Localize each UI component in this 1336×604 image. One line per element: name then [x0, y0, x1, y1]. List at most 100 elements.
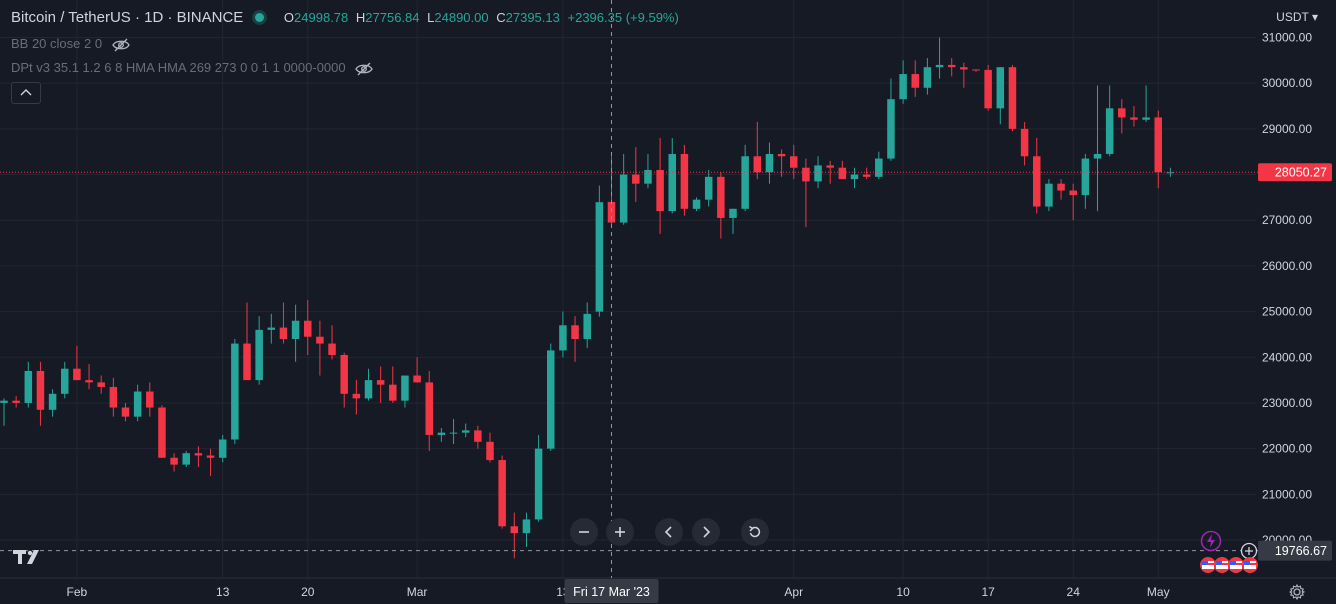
candle — [632, 147, 640, 202]
candle — [1020, 122, 1029, 166]
candle-body — [340, 354, 348, 394]
tradingview-logo-icon[interactable] — [13, 548, 45, 566]
candle — [413, 357, 421, 383]
time-tick-label: May — [1147, 585, 1170, 599]
candle-body — [255, 329, 263, 381]
candle — [36, 361, 45, 426]
candle-body — [24, 370, 33, 403]
candle — [206, 448, 215, 477]
candle — [522, 512, 531, 547]
candle-body — [704, 176, 713, 200]
last-price-tag — [1258, 163, 1332, 182]
symbol-legend: Bitcoin / TetherUS · 1D · BINANCE O24998… — [11, 9, 679, 26]
collapse-indicators-button[interactable] — [11, 82, 41, 104]
candle — [146, 382, 154, 417]
candle — [1081, 153, 1090, 209]
eye-off-icon[interactable] — [111, 38, 130, 52]
candle — [1057, 179, 1065, 200]
candle — [121, 402, 130, 422]
low-value: 24890.00 — [434, 10, 489, 25]
candle-body — [376, 380, 385, 385]
candle — [340, 352, 348, 408]
candle-body — [413, 375, 421, 383]
candle-body — [644, 169, 652, 184]
candle — [1033, 138, 1041, 214]
candle — [255, 316, 263, 385]
candle-body — [717, 176, 725, 218]
candle-body — [911, 74, 919, 88]
candle — [425, 370, 433, 451]
candle-body — [449, 432, 458, 434]
candle — [1105, 85, 1114, 157]
close-value: 27395.13 — [505, 10, 560, 25]
candle — [717, 172, 725, 239]
candle — [243, 302, 251, 381]
last-price-label: 28050.27 — [1275, 166, 1327, 180]
candle-body — [923, 67, 932, 88]
candle — [498, 455, 506, 529]
candle — [595, 185, 604, 317]
candle — [887, 78, 895, 161]
candle — [85, 364, 93, 390]
low-label: L — [427, 10, 435, 25]
zoom-out-icon — [579, 531, 589, 533]
zoom-in-button[interactable] — [606, 518, 634, 546]
candle-body — [231, 343, 239, 440]
ohlc-values: O24998.78 H27756.84 L24890.00 C27395.13 … — [280, 10, 679, 25]
price-tick-label: 31000.00 — [1262, 31, 1312, 45]
candle-body — [304, 320, 312, 337]
candle-body — [862, 174, 871, 177]
candle-body — [850, 174, 859, 180]
candle-body — [1154, 117, 1162, 173]
candle-body — [583, 313, 591, 339]
scroll-right-button[interactable] — [692, 518, 720, 546]
candle — [1142, 85, 1150, 123]
price-axis[interactable]: 20000.0021000.0022000.0023000.0024000.00… — [1258, 31, 1332, 561]
candle — [1093, 85, 1102, 212]
crosshair-date-tag — [564, 579, 659, 603]
scroll-left-button[interactable] — [655, 518, 683, 546]
candle — [109, 377, 118, 417]
zoom-in-icon — [615, 527, 625, 537]
candle — [352, 380, 361, 415]
candle — [935, 37, 944, 79]
candle — [850, 167, 859, 189]
candle-body — [85, 380, 93, 383]
settings-icon[interactable] — [1289, 584, 1305, 600]
candle-body — [656, 169, 664, 212]
zoom-out-button[interactable] — [570, 518, 598, 546]
candle — [61, 361, 69, 399]
candle-body — [1130, 117, 1138, 120]
price-tick-label: 30000.00 — [1262, 76, 1312, 90]
candle — [960, 62, 968, 88]
currency-selector[interactable]: USDT ▾ — [1276, 10, 1318, 24]
chevron-down-icon: ▾ — [1311, 10, 1318, 24]
indicator-dpt[interactable]: DPt v3 35.1 1.2 6 8 HMA HMA 269 273 0 0 … — [11, 60, 374, 76]
candle-body — [1045, 183, 1053, 207]
candle — [838, 160, 847, 180]
candle-body — [1057, 183, 1065, 191]
indicator-bb[interactable]: BB 20 close 2 0 — [11, 36, 130, 52]
reset-chart-button[interactable] — [741, 518, 769, 546]
symbol-title[interactable]: Bitcoin / TetherUS · 1D · BINANCE — [11, 9, 244, 26]
eye-off-icon[interactable] — [355, 62, 374, 76]
time-tick-label: 13 — [216, 585, 230, 599]
candle — [218, 434, 227, 463]
economic-events-flags-icon[interactable] — [1198, 555, 1262, 575]
candle-body — [765, 153, 774, 173]
candle-body — [0, 400, 8, 403]
candle-body — [486, 441, 494, 461]
candle — [170, 453, 178, 472]
candle — [24, 361, 33, 408]
candle — [680, 144, 689, 216]
candle — [875, 151, 883, 180]
candle-body — [389, 384, 397, 401]
candle-body — [61, 368, 69, 394]
candle-body — [1093, 153, 1102, 159]
price-tick-label: 29000.00 — [1262, 122, 1312, 136]
candle — [1118, 99, 1126, 134]
lightning-icon[interactable] — [1200, 530, 1222, 552]
candle-body — [328, 343, 336, 355]
